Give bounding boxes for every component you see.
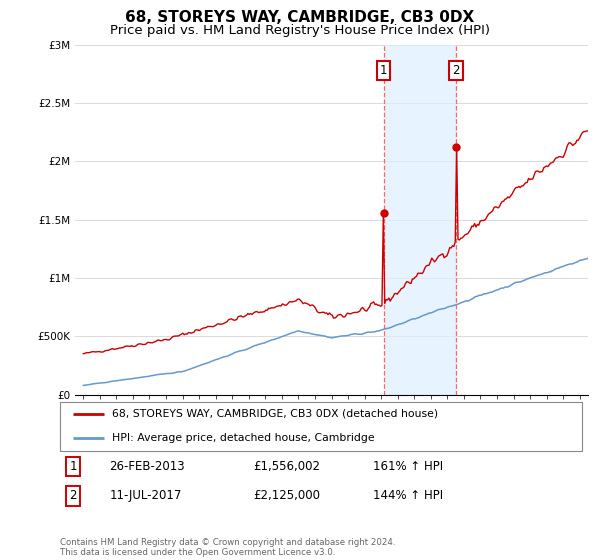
Text: 26-FEB-2013: 26-FEB-2013 xyxy=(110,460,185,473)
Text: 11-JUL-2017: 11-JUL-2017 xyxy=(110,489,182,502)
Text: HPI: Average price, detached house, Cambridge: HPI: Average price, detached house, Camb… xyxy=(112,433,375,444)
Text: 2: 2 xyxy=(70,489,77,502)
Text: 68, STOREYS WAY, CAMBRIDGE, CB3 0DX (detached house): 68, STOREYS WAY, CAMBRIDGE, CB3 0DX (det… xyxy=(112,409,439,419)
Text: Contains HM Land Registry data © Crown copyright and database right 2024.
This d: Contains HM Land Registry data © Crown c… xyxy=(60,538,395,557)
Text: 161% ↑ HPI: 161% ↑ HPI xyxy=(373,460,443,473)
Text: 1: 1 xyxy=(70,460,77,473)
Text: 144% ↑ HPI: 144% ↑ HPI xyxy=(373,489,443,502)
Text: 1: 1 xyxy=(380,64,388,77)
Text: £2,125,000: £2,125,000 xyxy=(253,489,320,502)
Text: £1,556,002: £1,556,002 xyxy=(253,460,320,473)
FancyBboxPatch shape xyxy=(60,402,582,451)
Text: Price paid vs. HM Land Registry's House Price Index (HPI): Price paid vs. HM Land Registry's House … xyxy=(110,24,490,36)
Text: 68, STOREYS WAY, CAMBRIDGE, CB3 0DX: 68, STOREYS WAY, CAMBRIDGE, CB3 0DX xyxy=(125,10,475,25)
Text: 2: 2 xyxy=(452,64,460,77)
